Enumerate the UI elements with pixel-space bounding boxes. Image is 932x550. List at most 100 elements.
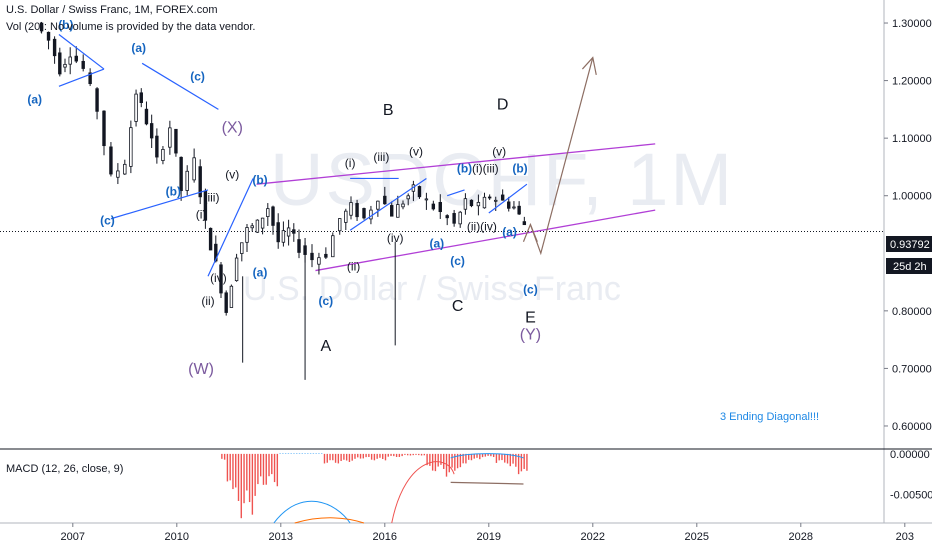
candle-body [487,196,492,199]
candle-body [310,252,314,261]
candle-body [102,110,106,147]
candle-body [317,257,321,265]
wave-label: (v) [225,167,239,181]
candle-body [355,203,359,218]
time-tick-label: 2025 [685,531,709,543]
wave-labels: (a) (b) (c) (a) (b) (c) (X) (v) (iii) (i) (iv) (ii)… [27,18,541,378]
price-tick-label: 1.20000 [892,76,932,88]
price-tag-box [886,236,932,252]
candle-body [74,55,78,62]
candle-body [174,128,178,154]
wave-label: (c) [190,70,205,84]
candle-body [482,196,487,209]
time-tick-label: 203 [896,531,914,543]
candle-body [522,221,527,226]
candle-body [452,213,456,224]
price-tick-label: 1.00000 [892,191,932,203]
candle-body [417,186,422,198]
time-tick-label: 2028 [789,531,813,543]
candle-body [144,108,149,125]
candle-body [297,239,301,253]
candle-body [58,52,62,75]
signal-line [294,517,365,524]
trend-line [447,189,465,197]
macd-divergence-arrow [450,481,524,485]
watermark-name: U.S. Dollar / Swiss Franc [243,270,621,308]
wave-label: (a) [502,225,517,239]
wave-label: (i)(iii) [472,162,499,176]
trend-line [141,62,219,110]
candle-body [219,264,223,294]
wave-label: (ii) [347,260,360,274]
wave-label: (b) [166,185,181,199]
candle-body [39,22,44,32]
wave-label: (iv) [210,271,227,285]
macd-line-2 [450,453,524,459]
arrow-head [581,56,597,75]
candle-body [149,123,154,139]
candle-body [198,166,202,198]
candle-body [390,205,394,217]
wave-label: E [525,309,536,326]
candle-body [369,209,373,220]
candle-body [134,93,138,122]
candle-body [286,227,291,237]
wave-label: (c) [100,214,115,228]
countdown-box [886,258,932,274]
candle-body [255,219,260,233]
macd-tick-label: -0.00500 [890,490,932,502]
wave-label: D [497,96,509,113]
wave-label: (b) [512,162,527,176]
wave-label: (c) [450,254,465,268]
wave-label: (i) [345,156,356,170]
channel-upper [256,143,656,185]
candle-body [155,135,159,158]
time-axis[interactable]: 2007 2010 2013 2016 2019 2022 2025 2028 203 [61,523,914,543]
price-tick-label: 0.70000 [892,363,932,375]
axis-borders [0,0,932,524]
candle-body [507,201,511,209]
candle-body [281,230,286,243]
wave-label: (ii)(iv) [467,219,497,233]
candle-body [52,38,57,57]
channel-lower [315,209,656,272]
wave-label: (iii) [373,150,389,164]
wave-label: C [452,298,464,315]
candle-body [331,235,335,258]
candle-body [224,292,228,313]
candle-body [458,211,462,225]
price-axis[interactable]: 1.30000 1.20000 1.10000 1.00000 0.80000 0.700… [884,18,932,502]
candle-body [376,200,380,210]
wave-label: (c) [319,294,334,308]
wave-label: (c) [523,283,538,297]
wave-label: (v) [409,144,423,158]
price-tick-label: 1.30000 [892,18,932,30]
candle-body [396,204,400,218]
candle-body [68,56,72,65]
candle-body [229,285,234,308]
wave-label: (a) [253,265,268,279]
price-tag-value: 0.93792 [890,239,930,251]
macd-histogram [221,453,528,524]
candle-body [338,218,342,232]
candle-body [245,227,249,243]
candle-body [129,127,133,167]
wave-label: (iv) [387,231,404,245]
trend-lines [58,34,597,277]
watermark-symbol: USDCHF, 1M [270,138,734,221]
arrow-head-down [522,222,538,242]
trend-line [58,34,105,70]
candle-body [494,199,498,202]
wave-label: (i) [196,208,207,222]
price-tick-label: 0.60000 [892,421,932,433]
countdown-value: 25d 2h [893,261,927,273]
wave-label: (a) [131,41,146,55]
candle-body [185,170,189,191]
candle-body [109,146,113,175]
candle-body [431,203,436,210]
trend-line [349,177,427,231]
candle-body [266,208,270,217]
wave-label: (v) [492,144,506,158]
candle-body [424,198,429,201]
